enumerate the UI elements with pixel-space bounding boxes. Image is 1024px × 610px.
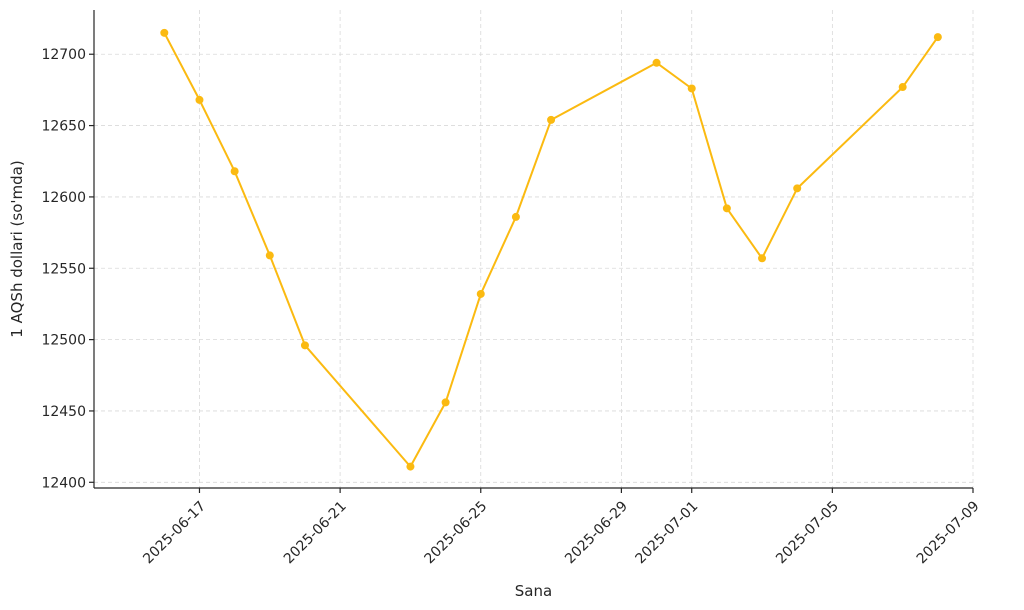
- y-tick-label: 12400: [41, 475, 86, 491]
- data-point: [406, 462, 415, 471]
- y-axis-title: 1 AQSh dollari (so'mda): [8, 160, 26, 337]
- y-tick-label: 12550: [41, 261, 86, 277]
- y-tick-label: 12500: [41, 333, 86, 349]
- axes: [93, 10, 973, 489]
- data-point: [933, 33, 942, 42]
- data-point: [758, 254, 767, 263]
- data-point: [793, 184, 802, 193]
- data-point: [441, 398, 450, 407]
- y-tick-label: 12600: [41, 190, 86, 206]
- series-line: [163, 32, 939, 468]
- x-tick-label: 2025-07-01: [632, 498, 701, 567]
- series: [163, 32, 939, 468]
- data-point: [230, 167, 239, 176]
- y-tick-label: 12450: [41, 404, 86, 420]
- data-point: [687, 84, 696, 93]
- y-tick-label: 12700: [41, 47, 86, 63]
- x-tick-label: 2025-07-05: [773, 498, 842, 567]
- data-point: [652, 58, 661, 67]
- data-points: [160, 28, 942, 471]
- ticks: 12400 12450 12500 12550 12600 12650 12700 2025-…: [41, 47, 982, 567]
- x-axis-title: Sana: [515, 582, 552, 600]
- data-point: [300, 341, 309, 350]
- y-tick-label: 12650: [41, 119, 86, 135]
- data-point: [722, 204, 731, 213]
- data-point: [160, 28, 169, 37]
- x-tick-label: 2025-06-29: [562, 498, 631, 567]
- grid: [94, 10, 974, 488]
- x-tick-label: 2025-06-25: [422, 498, 491, 567]
- data-point: [511, 212, 520, 221]
- data-point: [547, 115, 556, 124]
- x-tick-label: 2025-07-09: [914, 498, 983, 567]
- data-point: [265, 251, 274, 260]
- x-tick-label: 2025-06-17: [140, 498, 209, 567]
- data-point: [195, 95, 204, 104]
- x-tick-label: 2025-06-21: [281, 498, 350, 567]
- data-point: [898, 83, 907, 92]
- data-point: [476, 289, 485, 298]
